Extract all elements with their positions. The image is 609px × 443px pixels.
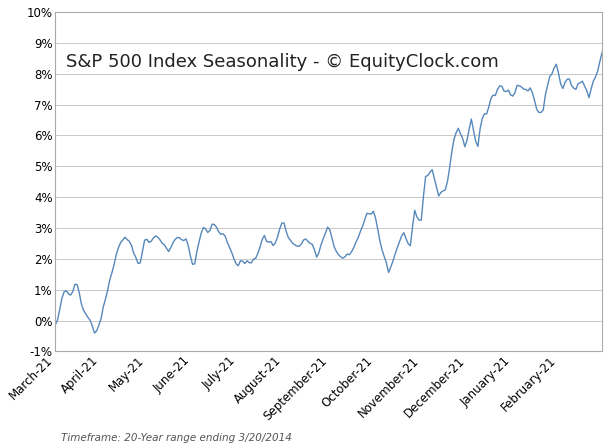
Text: S&P 500 Index Seasonality - © EquityClock.com: S&P 500 Index Seasonality - © EquityCloc… [66,53,499,71]
Text: Timeframe: 20-Year range ending 3/20/2014: Timeframe: 20-Year range ending 3/20/201… [61,433,292,443]
